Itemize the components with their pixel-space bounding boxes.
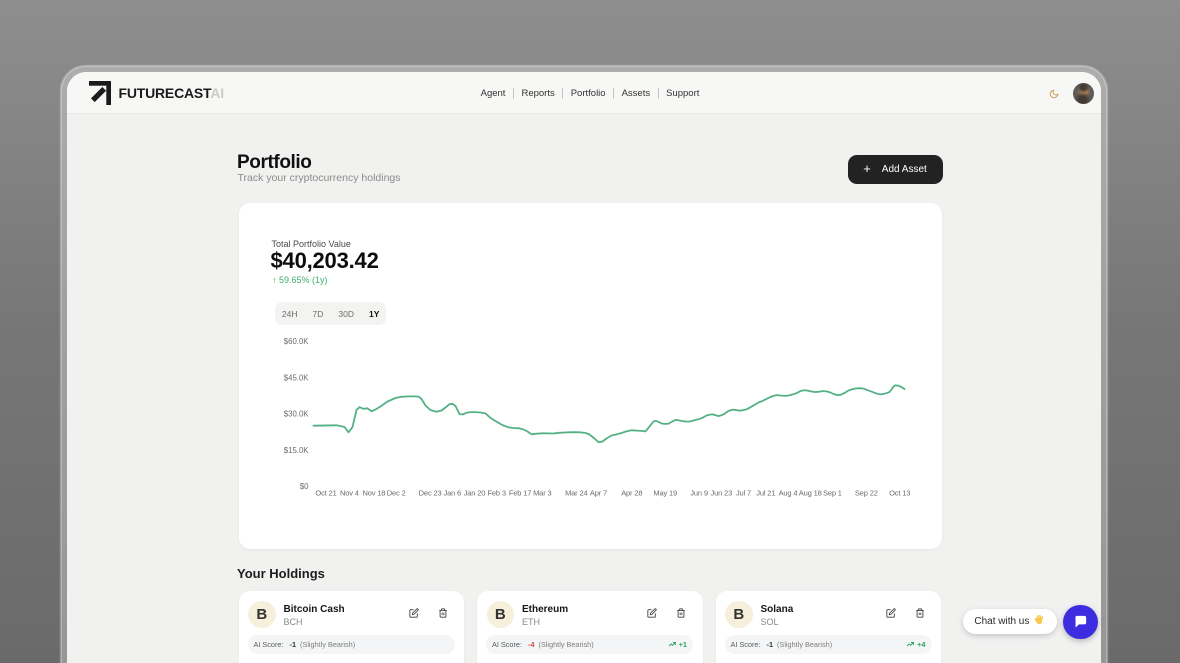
svg-text:Aug 4: Aug 4 <box>778 489 797 498</box>
svg-text:Sep 1: Sep 1 <box>822 489 841 498</box>
svg-text:Jan 6: Jan 6 <box>443 489 461 498</box>
svg-text:Jan 20: Jan 20 <box>463 489 485 498</box>
svg-text:Dec 23: Dec 23 <box>418 489 441 498</box>
svg-text:$60.0K: $60.0K <box>283 337 309 346</box>
svg-text:Jun 9: Jun 9 <box>690 489 708 498</box>
svg-text:Apr 7: Apr 7 <box>589 489 606 498</box>
svg-text:Aug 18: Aug 18 <box>798 489 821 498</box>
svg-text:Jul 7: Jul 7 <box>735 489 750 498</box>
svg-text:$30.0K: $30.0K <box>283 410 309 419</box>
svg-text:$15.0K: $15.0K <box>283 446 309 455</box>
svg-text:Oct 13: Oct 13 <box>889 489 910 498</box>
svg-text:Feb 3: Feb 3 <box>487 489 505 498</box>
svg-text:May 19: May 19 <box>653 489 677 498</box>
svg-text:$45.0K: $45.0K <box>283 373 309 382</box>
svg-text:Nov 18: Nov 18 <box>362 489 385 498</box>
svg-text:Sep 22: Sep 22 <box>854 489 877 498</box>
svg-text:Dec 2: Dec 2 <box>386 489 405 498</box>
svg-text:Mar 24: Mar 24 <box>565 489 587 498</box>
svg-text:Oct 21: Oct 21 <box>315 489 336 498</box>
svg-text:Nov 4: Nov 4 <box>339 489 358 498</box>
svg-text:Mar 3: Mar 3 <box>533 489 551 498</box>
svg-text:Jul 21: Jul 21 <box>756 489 775 498</box>
svg-text:Feb 17: Feb 17 <box>508 489 530 498</box>
svg-text:$0: $0 <box>299 482 308 491</box>
svg-text:Jun 23: Jun 23 <box>710 489 732 498</box>
svg-text:Apr 28: Apr 28 <box>621 489 642 498</box>
